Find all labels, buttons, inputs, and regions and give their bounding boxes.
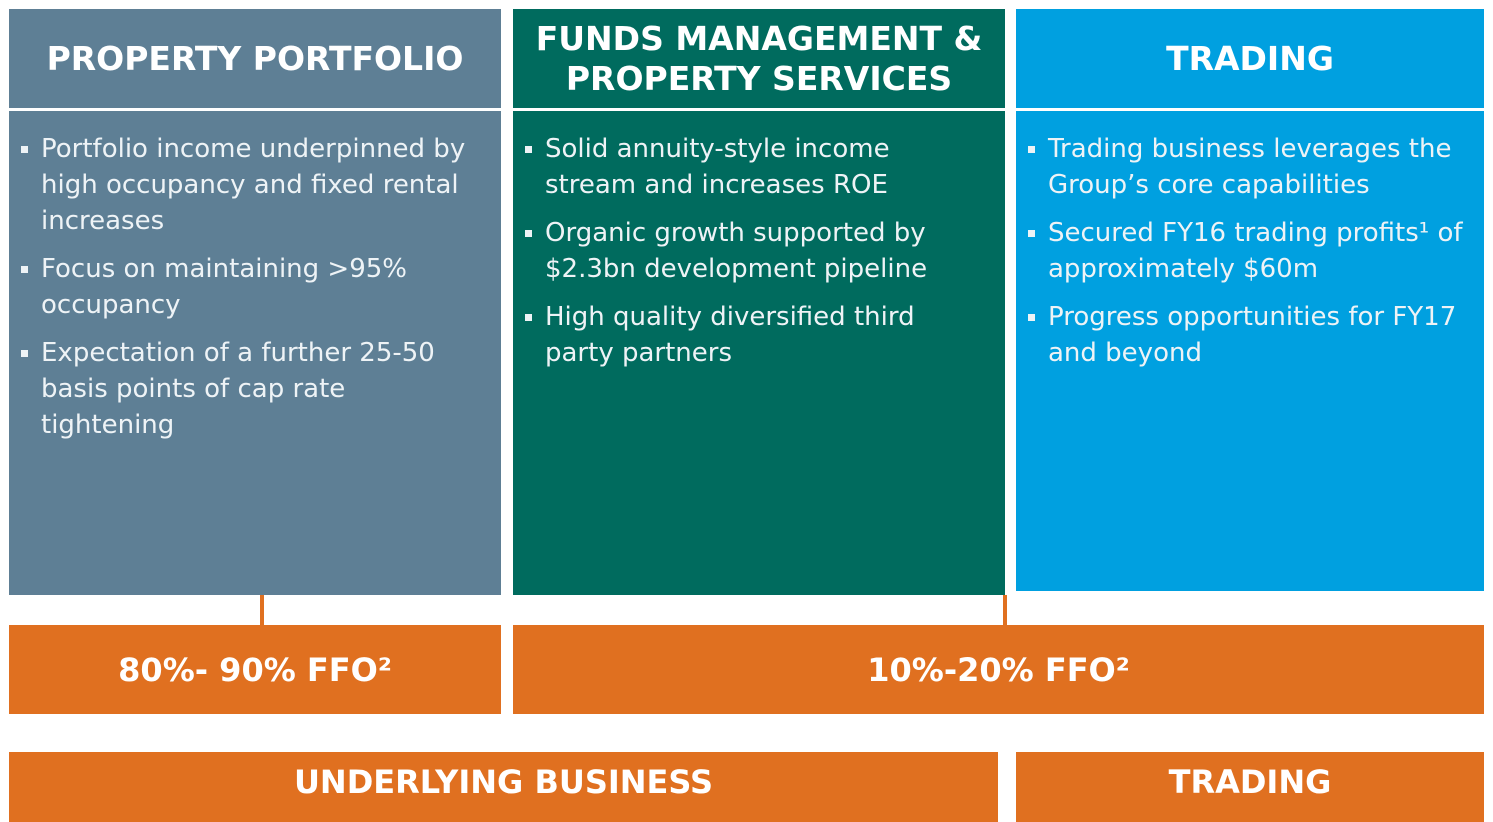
column-body: Portfolio income underpinned by high occ… — [9, 111, 501, 595]
ffo-box: 10%-20% FFO² — [513, 625, 1484, 714]
footer-box: TRADING — [1016, 752, 1484, 822]
column-header: TRADING — [1016, 9, 1484, 108]
connector — [260, 595, 264, 625]
column-body: Trading business leverages the Group’s c… — [1016, 111, 1484, 591]
bullet: Solid annuity-style income stream and in… — [525, 131, 987, 203]
bullet: Secured FY16 trading profits¹ of approxi… — [1028, 215, 1466, 287]
bullet: Progress opportunities for FY17 and beyo… — [1028, 299, 1466, 371]
column-header: FUNDS MANAGEMENT & PROPERTY SERVICES — [513, 9, 1005, 108]
bullet: Expectation of a further 25-50 basis poi… — [21, 335, 483, 443]
bullet: Portfolio income underpinned by high occ… — [21, 131, 483, 239]
bullet: Focus on maintaining >95% occupancy — [21, 251, 483, 323]
column-header: PROPERTY PORTFOLIO — [9, 9, 501, 108]
bullet: High quality diversified third party par… — [525, 299, 987, 371]
bullet: Trading business leverages the Group’s c… — [1028, 131, 1466, 203]
ffo-box: 80%- 90% FFO² — [9, 625, 501, 714]
footer-box: UNDERLYING BUSINESS — [9, 752, 998, 822]
connector — [1003, 595, 1007, 625]
column-body: Solid annuity-style income stream and in… — [513, 111, 1005, 595]
bullet: Organic growth supported by $2.3bn devel… — [525, 215, 987, 287]
